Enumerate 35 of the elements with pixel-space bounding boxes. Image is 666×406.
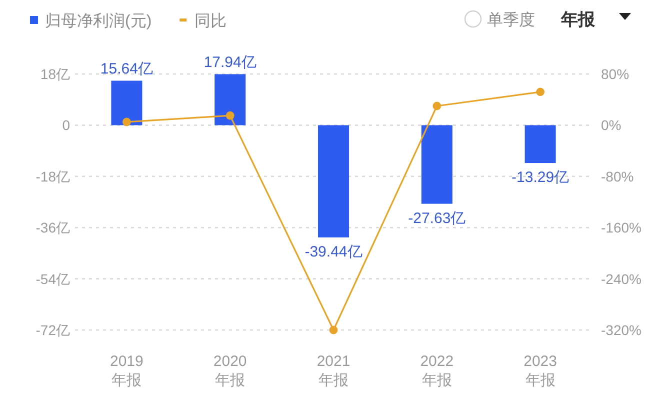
bar: [111, 80, 142, 126]
y2-tick-label: 80%: [601, 66, 630, 82]
y2-tick-label: -320%: [601, 322, 642, 338]
legend-label: 同比: [194, 12, 227, 30]
data-label: -27.63亿: [408, 210, 466, 227]
annotations: 单季度 年报: [464, 10, 631, 29]
y-tick-label: -18亿: [36, 168, 70, 184]
x-tick-label: 2020 年报: [213, 353, 247, 389]
bar: [421, 125, 452, 204]
data-label: -13.29亿: [512, 169, 570, 186]
point: [226, 111, 234, 120]
point: [329, 326, 338, 334]
legend-label: 归母净利润(元): [45, 12, 152, 30]
point: [432, 102, 442, 110]
y-tick-label: -54亿: [36, 270, 70, 287]
data-label: -39.44亿: [304, 243, 362, 260]
y-tick-label: -72亿: [36, 322, 70, 338]
point: [536, 88, 544, 96]
y2-tick-label: -240%: [601, 270, 642, 287]
data-label: 17.94亿: [204, 54, 256, 72]
bar: [318, 125, 350, 238]
point: [122, 118, 131, 126]
bar: [524, 125, 556, 164]
y2-tick-label: 0%: [601, 117, 622, 134]
y2-tick-label: -160%: [601, 220, 642, 236]
y-tick-label: 18亿: [40, 66, 70, 82]
y-tick-label: 0: [62, 117, 70, 134]
bar: [214, 74, 246, 126]
x-tick-label: 2022 年报: [420, 353, 454, 389]
y-tick-label: -36亿: [36, 220, 70, 236]
x-tick-label: 2019 年报: [110, 353, 144, 389]
y2-tick-label: -80%: [601, 168, 634, 184]
data-label: 15.64亿: [100, 60, 153, 78]
x-tick-label: 2023 年报: [524, 353, 557, 389]
x-tick-label: 2021 年报: [316, 353, 350, 389]
